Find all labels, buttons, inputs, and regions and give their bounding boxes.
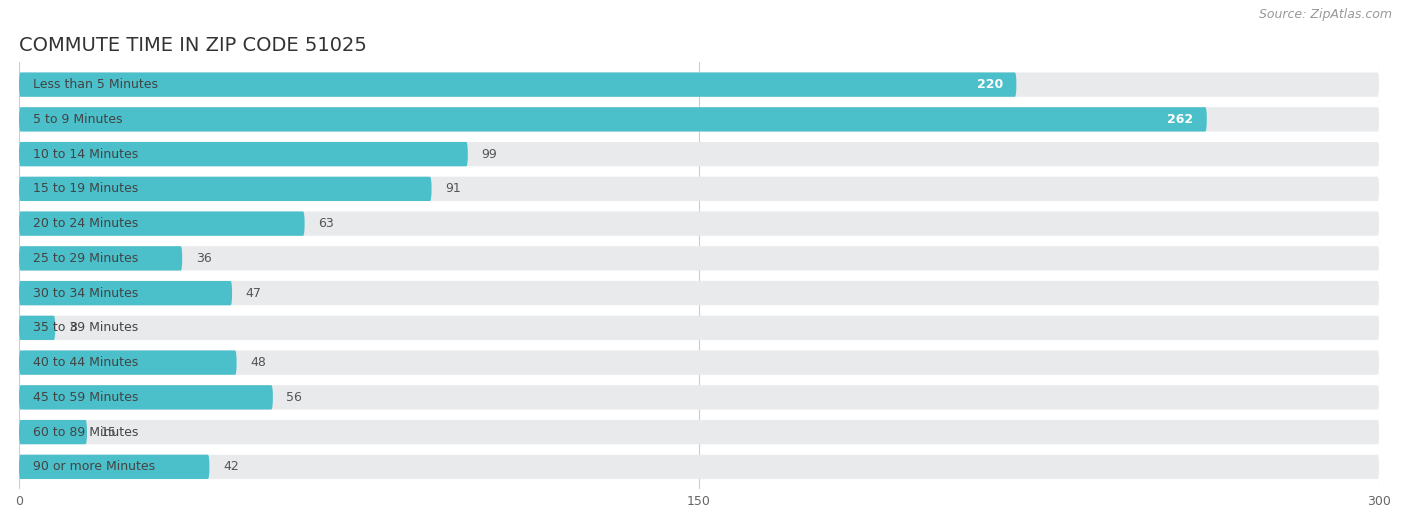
Text: 47: 47 [246, 287, 262, 300]
Text: 262: 262 [1167, 113, 1194, 126]
Text: 15 to 19 Minutes: 15 to 19 Minutes [32, 183, 138, 196]
FancyBboxPatch shape [20, 454, 1379, 479]
Text: 5 to 9 Minutes: 5 to 9 Minutes [32, 113, 122, 126]
FancyBboxPatch shape [20, 385, 273, 410]
FancyBboxPatch shape [20, 177, 1379, 201]
FancyBboxPatch shape [20, 350, 236, 375]
FancyBboxPatch shape [20, 454, 209, 479]
Text: 42: 42 [224, 460, 239, 473]
Text: 45 to 59 Minutes: 45 to 59 Minutes [32, 391, 138, 404]
Text: Less than 5 Minutes: Less than 5 Minutes [32, 78, 157, 91]
Text: 56: 56 [287, 391, 302, 404]
Text: 220: 220 [977, 78, 1002, 91]
Text: 48: 48 [250, 356, 266, 369]
FancyBboxPatch shape [20, 246, 183, 270]
Text: 25 to 29 Minutes: 25 to 29 Minutes [32, 252, 138, 265]
Text: 20 to 24 Minutes: 20 to 24 Minutes [32, 217, 138, 230]
FancyBboxPatch shape [20, 316, 55, 340]
Text: 99: 99 [481, 147, 498, 161]
FancyBboxPatch shape [20, 211, 305, 236]
Text: 10 to 14 Minutes: 10 to 14 Minutes [32, 147, 138, 161]
Text: 63: 63 [318, 217, 335, 230]
FancyBboxPatch shape [20, 246, 1379, 270]
FancyBboxPatch shape [20, 73, 1017, 97]
Text: 35 to 39 Minutes: 35 to 39 Minutes [32, 321, 138, 334]
FancyBboxPatch shape [20, 211, 1379, 236]
Text: 40 to 44 Minutes: 40 to 44 Minutes [32, 356, 138, 369]
FancyBboxPatch shape [20, 385, 1379, 410]
FancyBboxPatch shape [20, 177, 432, 201]
FancyBboxPatch shape [20, 107, 1379, 131]
Text: 15: 15 [101, 426, 117, 439]
FancyBboxPatch shape [20, 420, 87, 444]
FancyBboxPatch shape [20, 420, 1379, 444]
FancyBboxPatch shape [20, 142, 468, 166]
FancyBboxPatch shape [20, 281, 1379, 305]
Text: 36: 36 [195, 252, 211, 265]
Text: 91: 91 [446, 183, 461, 196]
Text: 30 to 34 Minutes: 30 to 34 Minutes [32, 287, 138, 300]
FancyBboxPatch shape [20, 142, 1379, 166]
FancyBboxPatch shape [20, 73, 1379, 97]
Text: Source: ZipAtlas.com: Source: ZipAtlas.com [1258, 8, 1392, 21]
FancyBboxPatch shape [20, 316, 1379, 340]
FancyBboxPatch shape [20, 107, 1206, 131]
Text: COMMUTE TIME IN ZIP CODE 51025: COMMUTE TIME IN ZIP CODE 51025 [20, 36, 367, 55]
Text: 8: 8 [69, 321, 77, 334]
FancyBboxPatch shape [20, 350, 1379, 375]
Text: 90 or more Minutes: 90 or more Minutes [32, 460, 155, 473]
FancyBboxPatch shape [20, 281, 232, 305]
Text: 60 to 89 Minutes: 60 to 89 Minutes [32, 426, 138, 439]
